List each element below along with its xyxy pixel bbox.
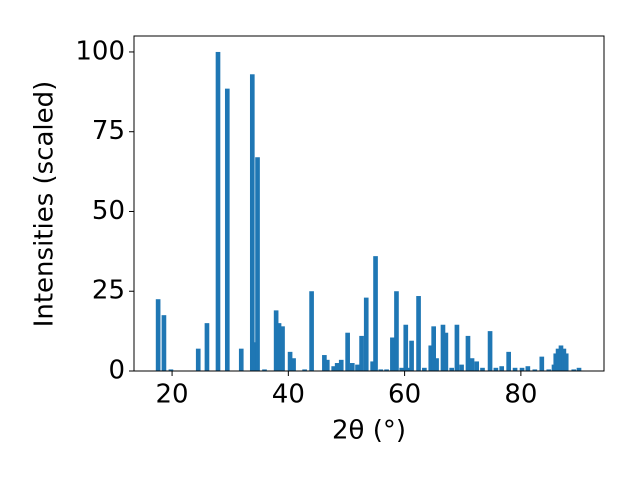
bar bbox=[287, 351, 293, 371]
bar bbox=[384, 369, 389, 371]
bar bbox=[546, 369, 552, 371]
bar bbox=[493, 367, 499, 371]
bar bbox=[399, 367, 405, 371]
x-axis-label: 2θ (°) bbox=[332, 416, 406, 446]
bar bbox=[195, 348, 201, 371]
bar bbox=[345, 332, 350, 371]
bar bbox=[465, 335, 471, 371]
x-tick-label: 60 bbox=[388, 380, 421, 410]
bar bbox=[539, 356, 545, 371]
bar bbox=[338, 359, 344, 371]
bar bbox=[363, 297, 369, 371]
x-tick-label: 40 bbox=[272, 380, 305, 410]
bar bbox=[487, 331, 493, 371]
bar bbox=[454, 324, 460, 371]
y-tick-label: 50 bbox=[92, 196, 125, 226]
bar bbox=[506, 351, 511, 371]
bar bbox=[440, 324, 446, 371]
bar bbox=[403, 324, 409, 371]
y-tick-label: 100 bbox=[75, 36, 125, 66]
bar bbox=[324, 359, 330, 371]
bar bbox=[249, 74, 255, 372]
y-axis-label: Intensities (scaled) bbox=[30, 81, 60, 328]
bar bbox=[309, 291, 314, 371]
bar bbox=[480, 367, 485, 371]
bar bbox=[443, 332, 449, 371]
bar bbox=[291, 358, 296, 371]
bar bbox=[331, 366, 337, 371]
bar bbox=[459, 364, 464, 371]
bar bbox=[428, 345, 434, 371]
bar bbox=[378, 369, 384, 371]
bar bbox=[499, 366, 505, 371]
bar bbox=[576, 367, 582, 371]
bar bbox=[280, 326, 285, 371]
bar bbox=[262, 369, 267, 371]
bar bbox=[390, 337, 395, 371]
bar bbox=[474, 361, 480, 371]
bar bbox=[161, 315, 167, 371]
bar bbox=[322, 355, 327, 371]
bar bbox=[168, 369, 174, 371]
bar bbox=[571, 369, 577, 371]
bar bbox=[558, 345, 564, 371]
bar bbox=[373, 256, 378, 371]
bar bbox=[370, 361, 375, 371]
bar bbox=[431, 326, 436, 371]
x-tick-label: 80 bbox=[504, 380, 537, 410]
bar bbox=[238, 348, 244, 371]
bar bbox=[355, 364, 360, 371]
bar bbox=[563, 353, 569, 371]
bar bbox=[302, 369, 307, 371]
bar bbox=[255, 157, 260, 371]
bar bbox=[251, 342, 257, 371]
bar bbox=[215, 51, 221, 371]
bar bbox=[519, 367, 525, 371]
bar bbox=[334, 363, 340, 371]
plot-frame bbox=[133, 35, 605, 372]
bar bbox=[469, 358, 475, 371]
bar bbox=[224, 88, 230, 372]
bar bbox=[155, 299, 161, 371]
x-tick-label: 20 bbox=[156, 380, 189, 410]
bar bbox=[273, 310, 279, 371]
y-tick-label: 0 bbox=[108, 356, 125, 386]
bar bbox=[349, 363, 355, 371]
bar bbox=[204, 323, 210, 371]
bar bbox=[512, 367, 518, 371]
bar bbox=[276, 323, 282, 371]
bar bbox=[555, 348, 561, 371]
bar bbox=[422, 367, 427, 371]
bar bbox=[409, 340, 414, 371]
bar bbox=[416, 296, 421, 371]
y-tick-label: 25 bbox=[92, 276, 125, 306]
bar bbox=[525, 366, 531, 371]
bar bbox=[532, 369, 538, 371]
y-tick-label: 75 bbox=[92, 116, 125, 146]
bar bbox=[434, 358, 439, 371]
bar bbox=[359, 335, 364, 371]
bar bbox=[449, 367, 455, 371]
bar bbox=[394, 291, 399, 371]
bar bbox=[553, 353, 559, 371]
